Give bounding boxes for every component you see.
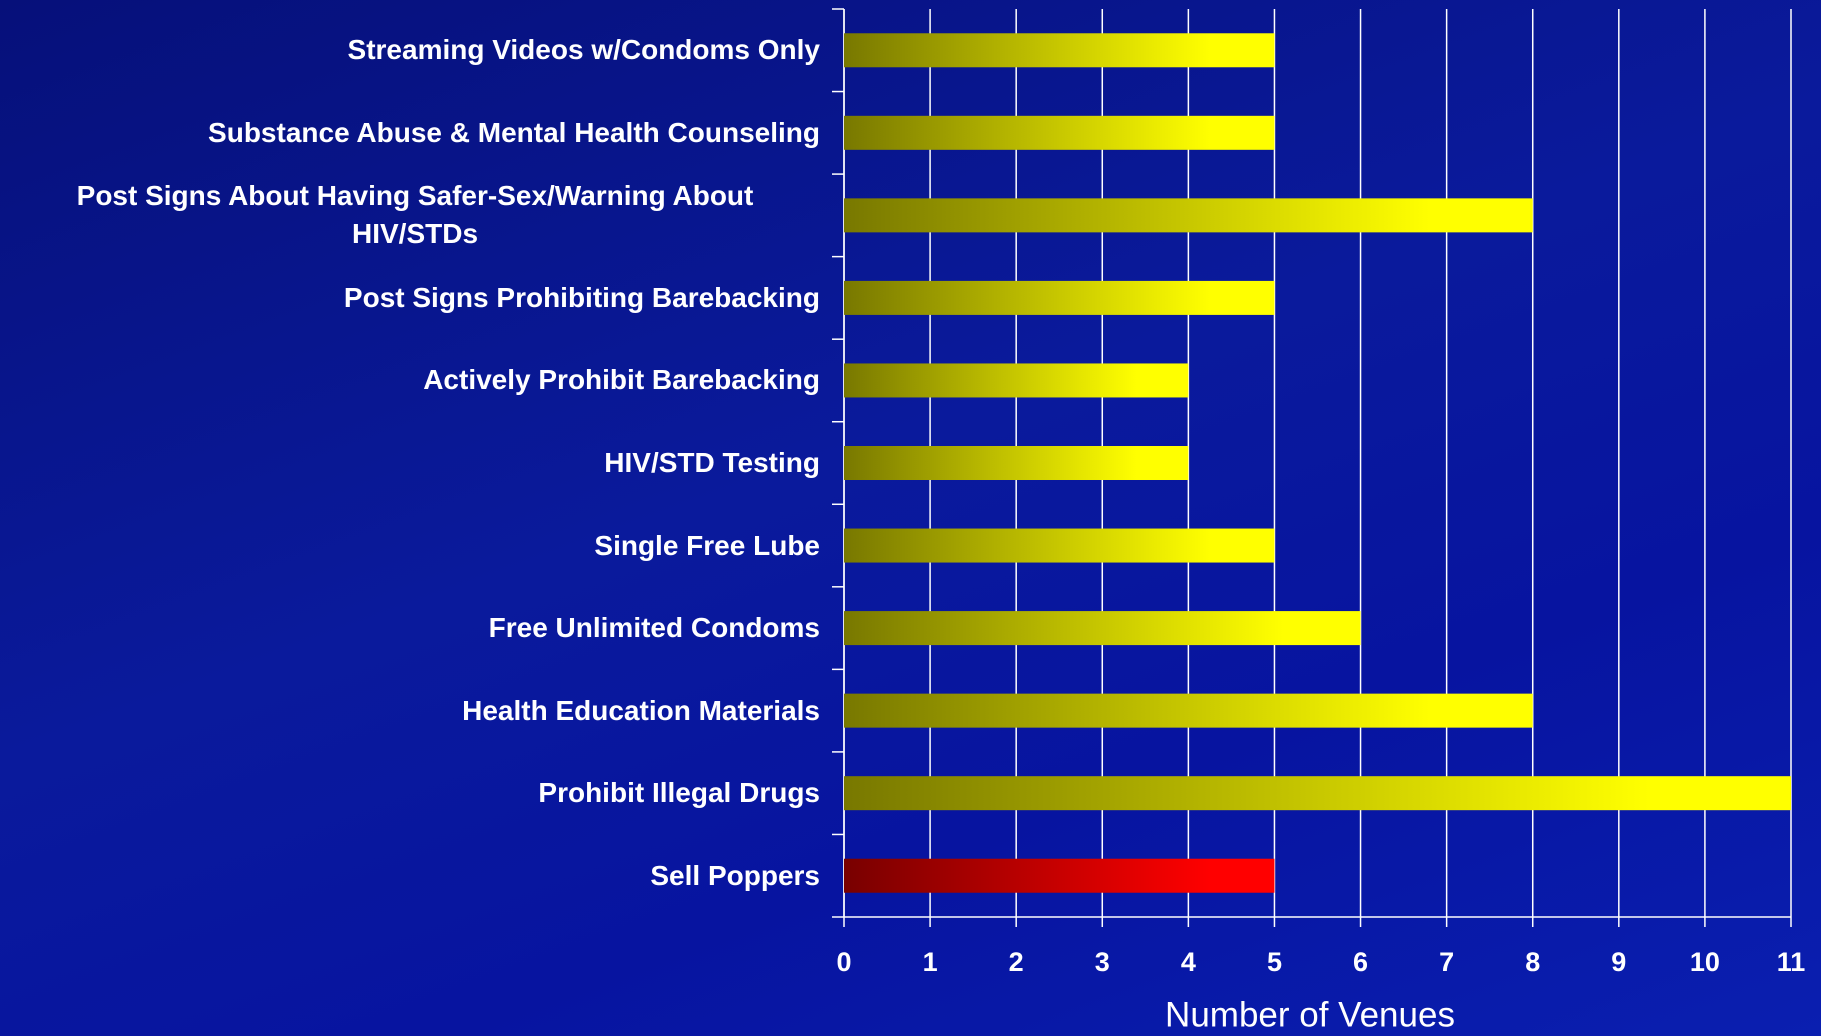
category-label: Free Unlimited Condoms [488, 612, 820, 644]
category-label: Streaming Videos w/Condoms Only [347, 34, 820, 66]
bar [844, 198, 1533, 233]
bar [844, 363, 1189, 398]
x-axis-title: Number of Venues [1165, 995, 1455, 1034]
category-label: Sell Poppers [650, 859, 820, 891]
x-tick-label: 4 [1181, 947, 1196, 977]
bar [844, 693, 1533, 728]
x-tick-label: 10 [1690, 947, 1720, 977]
category-label: Single Free Lube [594, 529, 820, 561]
bar [844, 446, 1189, 480]
bar [844, 858, 1275, 893]
x-tick-label: 11 [1777, 947, 1806, 977]
bar [844, 611, 1361, 646]
x-tick-label: 0 [836, 947, 851, 977]
x-tick-label: 1 [923, 947, 938, 977]
category-label: Substance Abuse & Mental Health Counseli… [208, 116, 820, 148]
category-label: Health Education Materials [462, 694, 820, 726]
category-label: Post Signs Prohibiting Barebacking [343, 281, 820, 313]
x-tick-label: 8 [1525, 947, 1540, 977]
x-tick-label: 3 [1095, 947, 1110, 977]
bar [844, 33, 1275, 68]
bar [844, 528, 1275, 563]
category-label: HIV/STD Testing [604, 447, 820, 478]
x-tick-label: 2 [1009, 947, 1024, 977]
category-label: Prohibit Illegal Drugs [538, 777, 820, 809]
x-tick-label: 9 [1611, 947, 1626, 977]
category-label: Actively Prohibit Barebacking [423, 364, 820, 396]
x-tick-label: 7 [1439, 947, 1454, 977]
bar [844, 776, 1791, 811]
x-tick-label: 6 [1353, 947, 1368, 977]
x-tick-label: 5 [1267, 947, 1282, 977]
bar [844, 115, 1275, 150]
category-label: Post Signs About Having Safer-Sex/Warnin… [76, 180, 754, 250]
bar [844, 280, 1275, 315]
